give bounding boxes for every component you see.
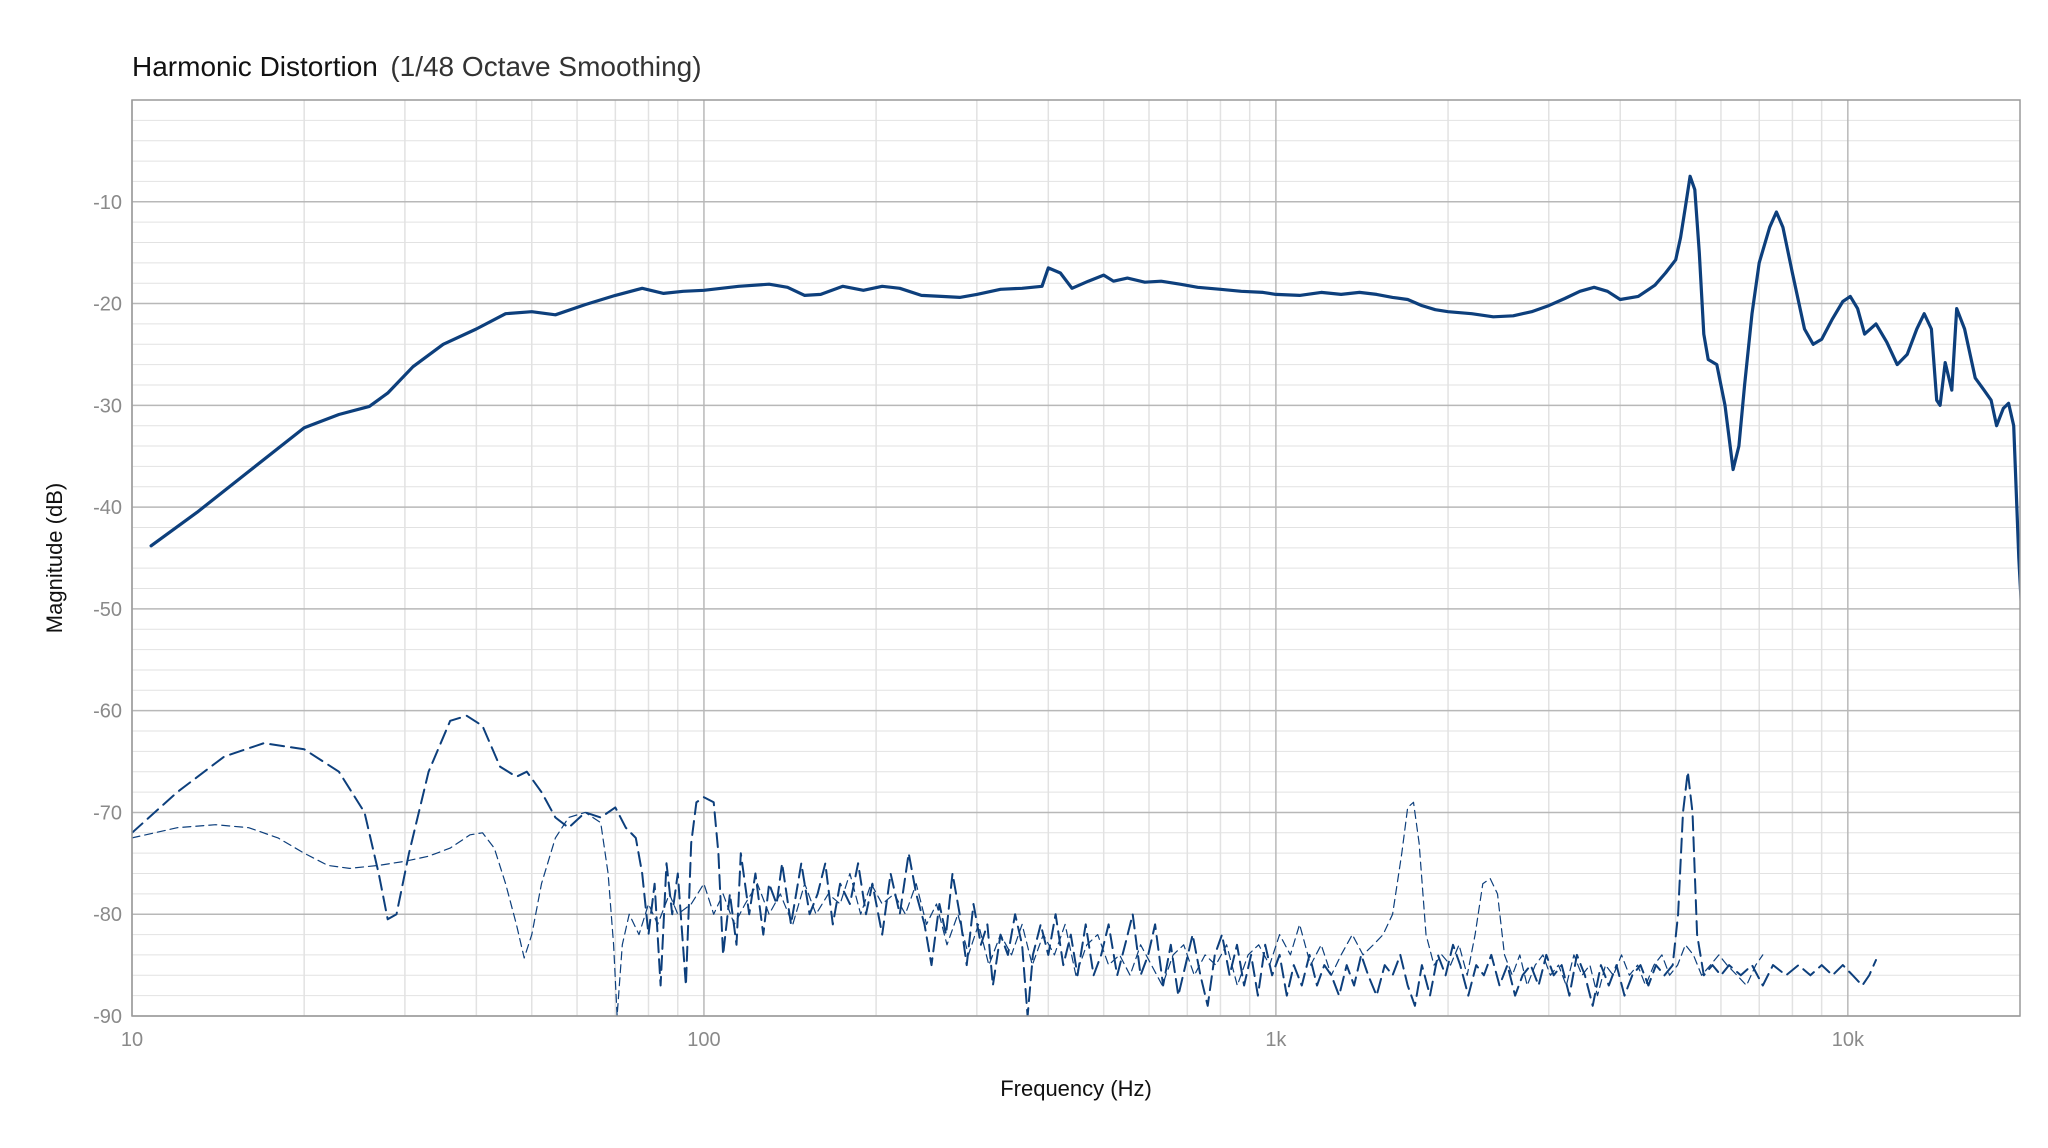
plot-frame xyxy=(131,99,2021,1017)
y-tick-label: -40 xyxy=(93,497,122,519)
x-tick-label: 10k xyxy=(1832,1029,1865,1051)
x-tick-label: 100 xyxy=(687,1029,720,1051)
y-tick-label: -20 xyxy=(93,294,122,316)
y-tick-label: -90 xyxy=(93,1006,122,1028)
series-line-harmonic-dashed-thin xyxy=(132,801,1764,1016)
y-tick-label: -60 xyxy=(93,701,122,723)
y-axis-label: Magnitude (dB) xyxy=(42,483,67,633)
y-tick-label: -50 xyxy=(93,599,122,621)
grid-lines xyxy=(131,100,2020,1017)
x-tick-label: 1k xyxy=(1265,1029,1287,1051)
x-axis-label: Frequency (Hz) xyxy=(1000,1076,1152,1101)
y-tick-labels: -10 -20 -30 -40 -50 -60 -70 -80 -90 xyxy=(93,192,122,1028)
chart-title-main: Harmonic Distortion xyxy=(132,51,378,82)
chart-title: Harmonic Distortion (1/48 Octave Smoothi… xyxy=(132,51,702,82)
y-tick-label: -70 xyxy=(93,802,122,824)
y-tick-label: -30 xyxy=(93,395,122,417)
x-tick-labels: 10 100 1k 10k xyxy=(121,1029,1865,1051)
y-tick-label: -80 xyxy=(93,904,122,926)
chart-title-subtitle: (1/48 Octave Smoothing) xyxy=(390,51,701,82)
plot-series xyxy=(132,174,2020,1016)
y-tick-label: -10 xyxy=(93,192,122,214)
series-line-harmonic-dashed xyxy=(132,714,1877,1016)
x-tick-label: 10 xyxy=(121,1029,143,1051)
series-line-fundamental xyxy=(149,174,2020,611)
